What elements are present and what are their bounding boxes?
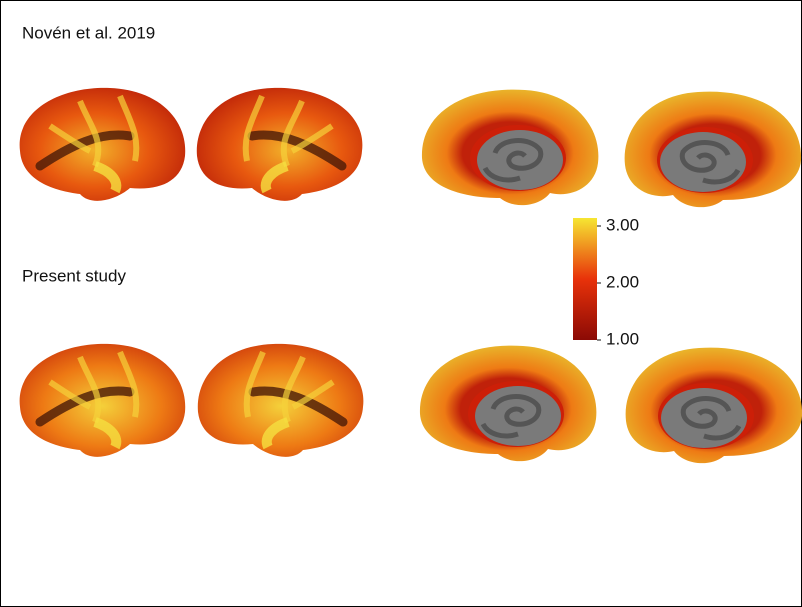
brain-medial [422,90,598,206]
brain-medial [420,346,596,462]
brain-lateral [20,344,186,457]
brain-lateral [20,88,186,201]
tick-label: 1.00 [606,329,639,348]
panel-label: Present study [22,266,126,285]
figure: Novén et al. 2019 Present study 3.00 2.00… [0,0,802,607]
brain-lateral [198,344,364,457]
brain-lateral [197,88,363,201]
colorbar [573,218,597,340]
tick-label: 2.00 [606,272,639,291]
brain-medial [625,92,801,208]
brain-medial [626,348,802,464]
panel-label: Novén et al. 2019 [22,23,155,42]
tick-label: 3.00 [606,215,639,234]
